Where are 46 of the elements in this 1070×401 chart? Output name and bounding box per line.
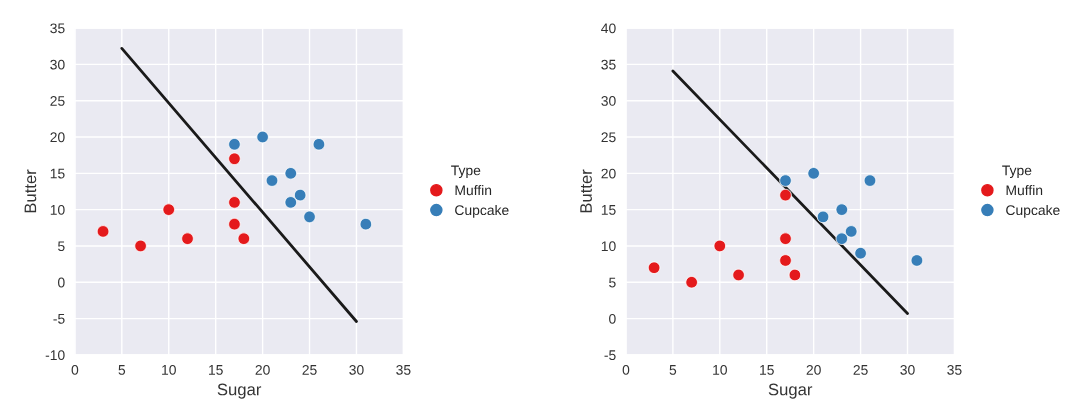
y-tick-label: 0 xyxy=(58,277,65,288)
y-tick-label: 15 xyxy=(50,168,65,179)
legend-label: Muffin xyxy=(1006,185,1043,196)
legend-label: Muffin xyxy=(455,185,492,196)
x-tick-label: 20 xyxy=(255,364,270,375)
y-axis-title: Butter xyxy=(24,169,37,213)
x-tick-label: 20 xyxy=(806,364,821,375)
x-tick-label: 10 xyxy=(713,364,727,375)
y-tick-label: -10 xyxy=(45,350,65,361)
x-tick-label: 35 xyxy=(947,364,962,375)
x-tick-label: 5 xyxy=(669,365,677,375)
y-tick-label: 5 xyxy=(609,277,616,288)
y-axis-title: Butter xyxy=(580,169,592,213)
x-tick-label: 25 xyxy=(853,364,868,375)
y-tick-label: 15 xyxy=(601,205,616,215)
y-tick-label: 0 xyxy=(609,313,616,324)
y-tick-label: 20 xyxy=(601,168,616,179)
y-tick-label: -5 xyxy=(604,350,616,361)
y-tick-label: 25 xyxy=(50,96,65,106)
x-tick-label: 0 xyxy=(71,364,79,375)
y-tick-label: -5 xyxy=(53,314,65,324)
x-tick-label: 35 xyxy=(396,364,411,375)
x-tick-label: 15 xyxy=(760,365,774,375)
legend-label: Cupcake xyxy=(1006,204,1060,218)
y-tick-label: 35 xyxy=(50,23,65,34)
y-tick-label: 20 xyxy=(50,132,65,143)
x-tick-label: 30 xyxy=(349,364,364,375)
y-tick-label: 5 xyxy=(58,241,65,252)
x-tick-label: 15 xyxy=(209,365,223,375)
x-axis-title: Sugar xyxy=(768,383,813,399)
x-tick-label: 0 xyxy=(622,364,630,375)
y-tick-label: 30 xyxy=(601,96,616,106)
legend-title: Type xyxy=(451,165,481,179)
y-tick-label: 10 xyxy=(601,241,616,252)
x-tick-label: 30 xyxy=(900,364,915,375)
legend-title: Type xyxy=(1002,165,1032,179)
y-tick-label: 35 xyxy=(601,59,616,70)
legend-label: Cupcake xyxy=(455,204,509,218)
y-tick-label: 25 xyxy=(601,132,616,143)
x-tick-label: 5 xyxy=(118,365,126,375)
y-tick-label: 30 xyxy=(50,59,65,70)
y-tick-label: 40 xyxy=(601,23,616,34)
x-tick-label: 25 xyxy=(302,364,317,375)
y-tick-label: 10 xyxy=(50,204,65,215)
x-tick-label: 10 xyxy=(162,364,176,375)
x-axis-title: Sugar xyxy=(217,383,262,399)
